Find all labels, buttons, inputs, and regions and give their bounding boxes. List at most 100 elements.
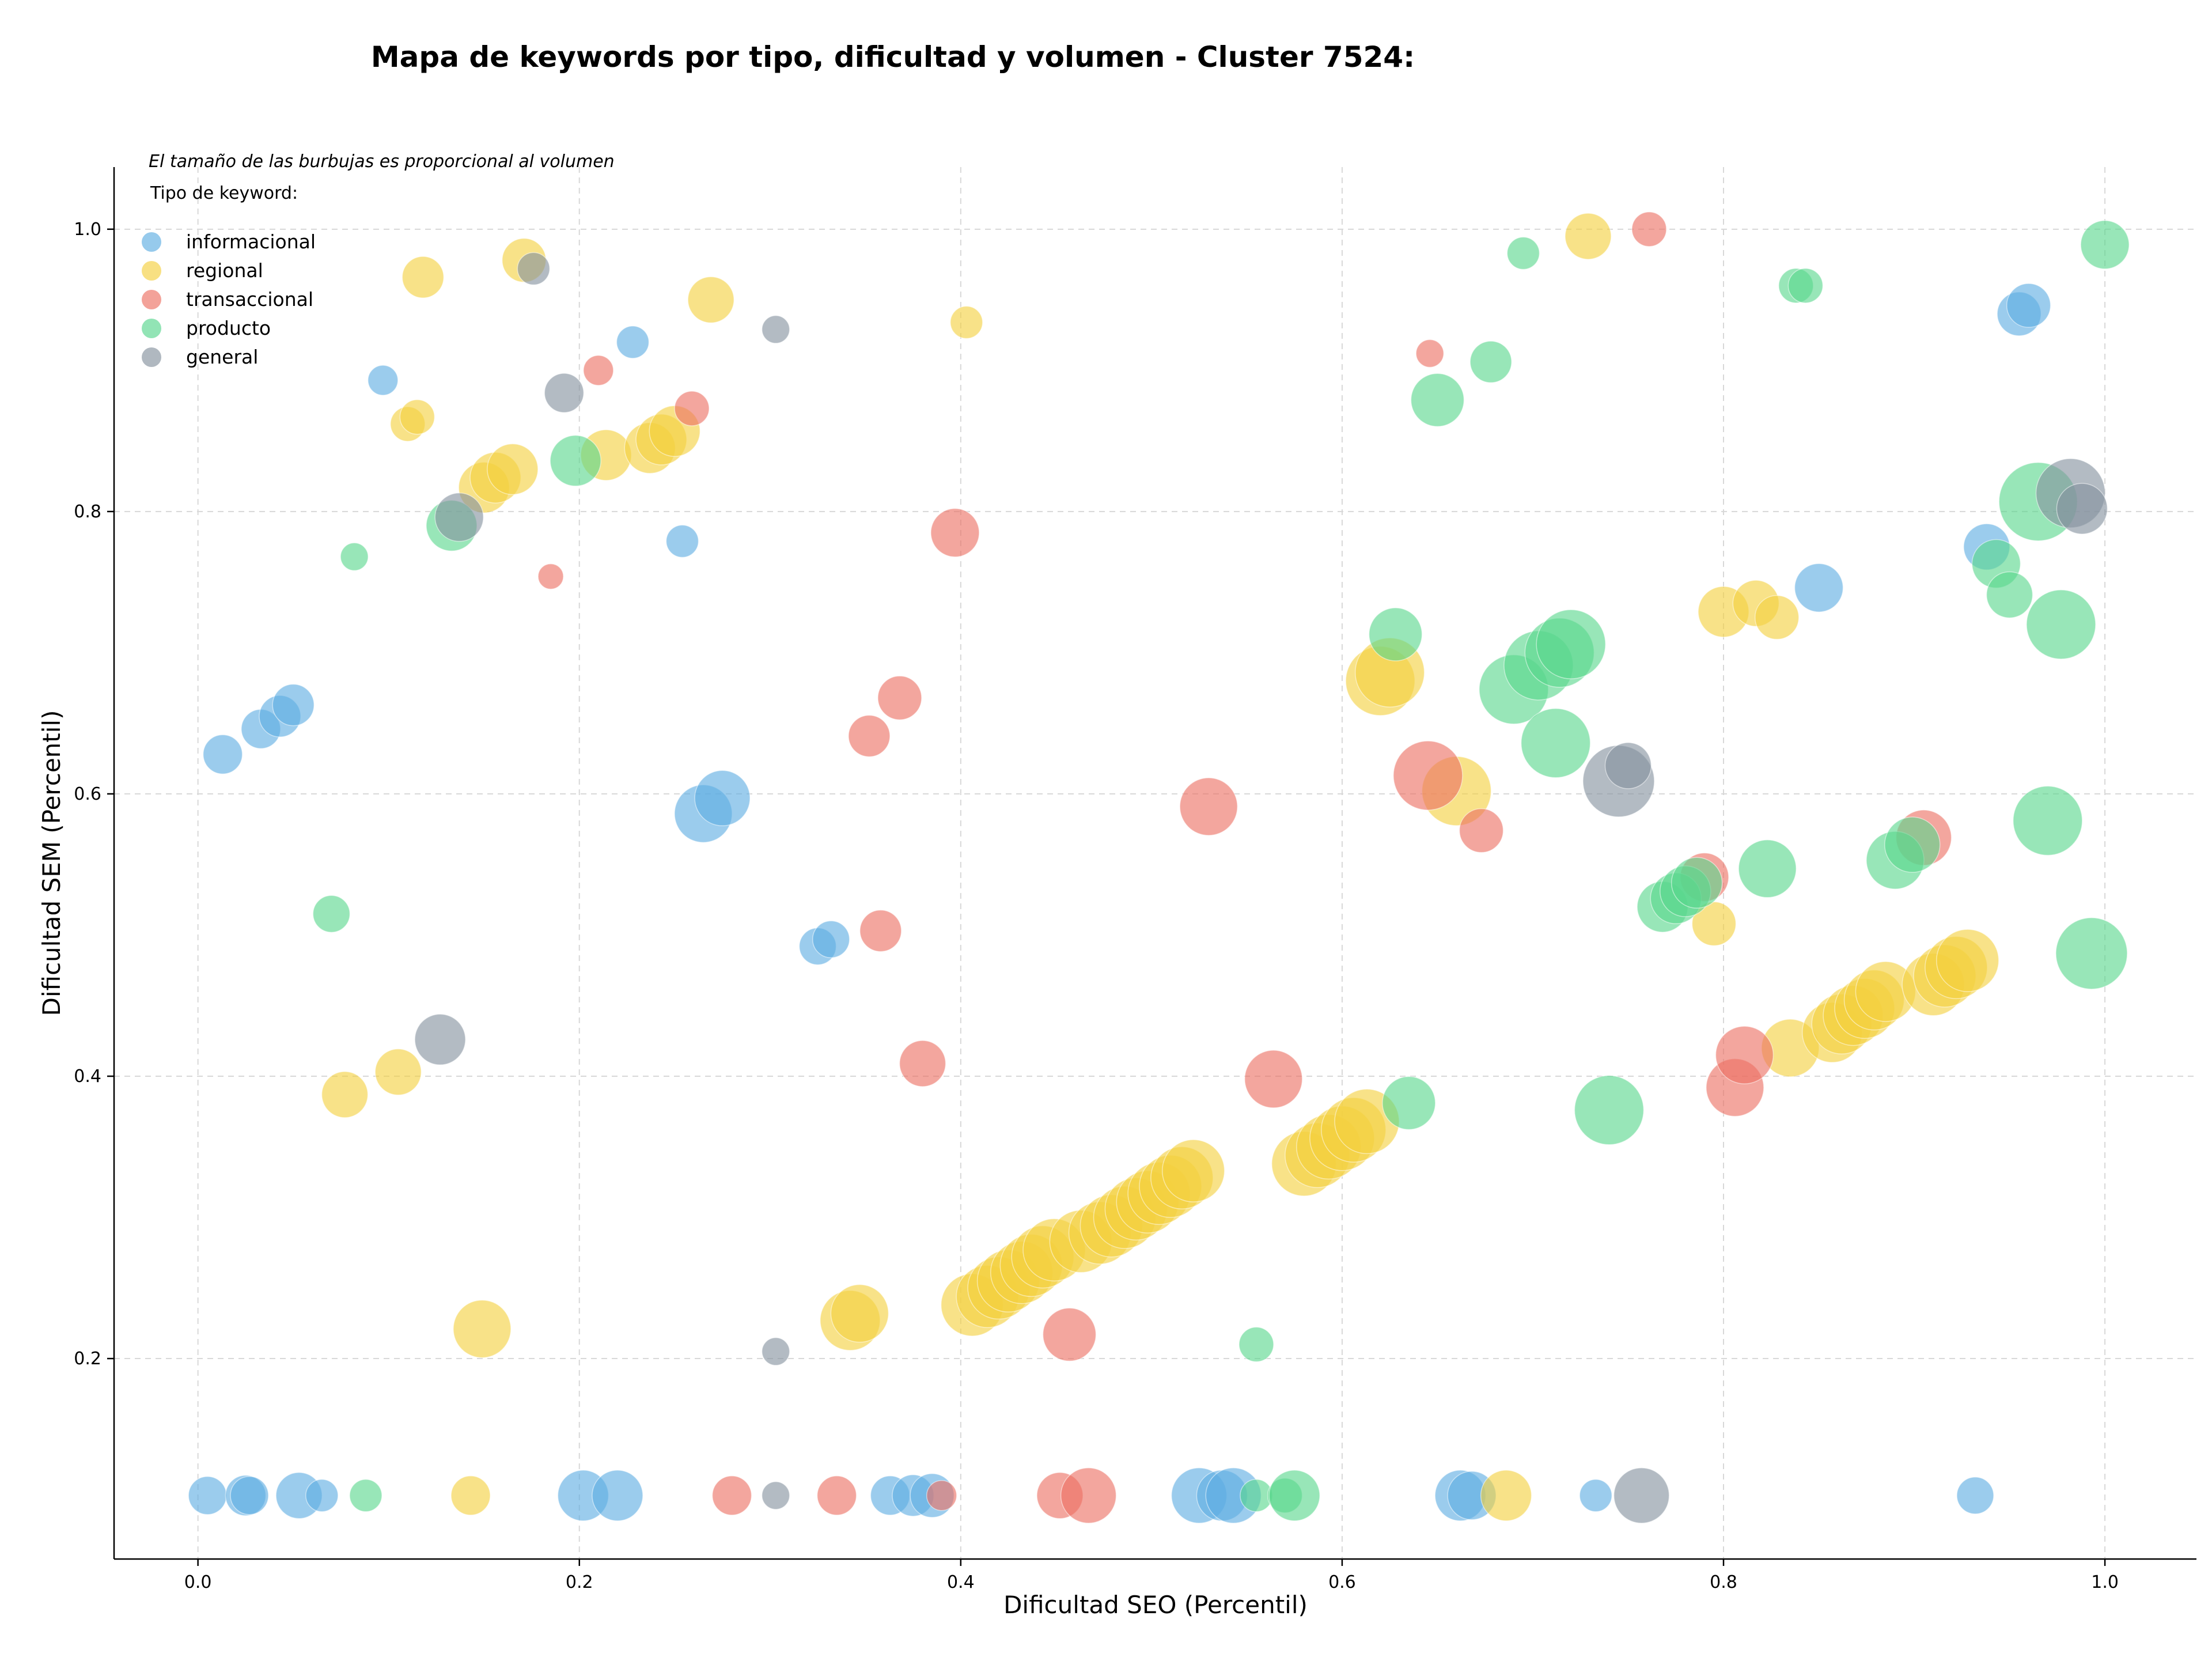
bubble-transaccional — [859, 909, 902, 952]
bubble-transaccional — [1415, 339, 1444, 368]
bubble-regional — [402, 256, 445, 298]
bubble-regional — [1936, 929, 1999, 992]
y-axis-label: Dificultad SEM (Percentil) — [37, 710, 66, 1016]
bubble-transaccional — [926, 1480, 957, 1511]
bubble-regional — [1480, 1469, 1532, 1522]
legend-label-transaccional: transaccional — [186, 288, 313, 311]
bubble-transaccional — [1060, 1467, 1117, 1524]
bubble-producto — [1574, 1075, 1645, 1145]
bubble-general — [761, 1337, 790, 1366]
bubble-transaccional — [1459, 808, 1504, 853]
legend-marker-transaccional — [142, 290, 161, 309]
bubble-producto — [340, 542, 369, 572]
y-tick-label: 0.2 — [74, 1349, 101, 1369]
bubble-informacional — [665, 524, 699, 558]
legend-label-producto: producto — [186, 317, 271, 339]
bubble-regional — [321, 1071, 369, 1118]
bubble-producto — [2080, 220, 2130, 270]
bubble-producto — [312, 895, 351, 933]
bubble-informacional — [616, 326, 650, 359]
bubble-informacional — [188, 1475, 227, 1515]
bubble-informacional — [2006, 283, 2051, 328]
bubble-transaccional — [583, 355, 614, 386]
bubble-informacional — [1794, 563, 1844, 612]
bubble-general — [517, 252, 551, 286]
bubble-producto — [1238, 1326, 1274, 1363]
bubble-regional — [453, 1299, 512, 1359]
x-tick-label: 0.2 — [566, 1572, 593, 1592]
bubble-producto — [2026, 589, 2096, 660]
bubble-producto — [1410, 373, 1465, 427]
legend: El tamaño de las burbujas es proporciona… — [142, 152, 615, 368]
legend-label-general: general — [186, 346, 258, 368]
x-tick-label: 0.0 — [184, 1572, 212, 1592]
x-tick-label: 0.8 — [1710, 1572, 1737, 1592]
bubble-informacional — [202, 734, 243, 775]
legend-title: Tipo de keyword: — [150, 183, 298, 203]
legend-note: El tamaño de las burbujas es proporciona… — [149, 152, 615, 172]
bubble-producto — [1268, 1469, 1320, 1522]
bubble-producto — [550, 434, 601, 487]
bubble-producto — [1884, 816, 1941, 873]
bubble-transaccional — [1715, 1026, 1774, 1084]
ticks: 0.0 0.2 0.4 0.6 0.8 1.0 0.2 0.4 0.6 0.8 1.0 — [74, 220, 2119, 1592]
legend-items: informacional regional transaccional produc… — [142, 230, 316, 368]
bubble-producto — [1738, 839, 1797, 898]
bubble-general — [761, 315, 790, 344]
bubble-general — [1604, 742, 1652, 789]
bubble-regional — [950, 305, 983, 339]
bubble-regional — [1161, 1139, 1225, 1202]
bubble-transaccional — [877, 675, 922, 721]
bubble-regional — [487, 443, 539, 495]
bubble-general — [1613, 1467, 1670, 1524]
bubble-informacional — [305, 1478, 339, 1512]
bubble-regional — [399, 399, 435, 435]
bubble-producto — [1469, 340, 1512, 383]
bubble-general — [544, 373, 585, 413]
legend-label-informacional: informacional — [186, 230, 316, 253]
bubble-transaccional — [674, 391, 710, 426]
bubble-producto — [2055, 917, 2128, 990]
bubble-general — [761, 1481, 790, 1510]
y-tick-label: 0.4 — [74, 1066, 101, 1087]
bubble-general — [414, 1013, 466, 1066]
x-tick-label: 0.6 — [1328, 1572, 1356, 1592]
bubble-transaccional — [930, 508, 980, 558]
bubble-transaccional — [848, 714, 891, 758]
legend-marker-informacional — [142, 232, 161, 252]
bubble-informacional — [694, 770, 751, 827]
bubble-transaccional — [1393, 740, 1463, 811]
bubble-informacional — [592, 1469, 643, 1522]
y-tick-label: 0.8 — [74, 502, 101, 522]
bubble-regional — [1565, 213, 1612, 260]
bubble-transaccional — [1631, 211, 1667, 247]
bubble-informacional — [1956, 1476, 1994, 1515]
bubble-informacional — [272, 683, 315, 727]
bubble-transaccional — [1042, 1307, 1097, 1362]
legend-marker-general — [142, 347, 161, 367]
bubble-producto — [1787, 268, 1824, 304]
bubble-producto — [349, 1478, 382, 1512]
x-tick-label: 0.4 — [947, 1572, 975, 1592]
x-tick-label: 1.0 — [2091, 1572, 2119, 1592]
bubble-regional — [687, 276, 734, 324]
legend-label-regional: regional — [186, 259, 263, 282]
bubble-informacional — [368, 365, 399, 396]
bubble-informacional — [230, 1475, 269, 1515]
bubble-producto — [1382, 1076, 1436, 1130]
bubble-producto — [1536, 609, 1606, 679]
bubble-general — [2056, 483, 2108, 535]
legend-marker-regional — [142, 261, 161, 281]
axes — [113, 167, 2196, 1560]
bubble-transaccional — [816, 1475, 857, 1516]
bubble-informacional — [1579, 1478, 1612, 1512]
bubble-transaccional — [1179, 777, 1238, 836]
bubble-regional — [450, 1475, 491, 1516]
bubble-informacional — [812, 920, 850, 959]
bubble-producto — [1671, 857, 1723, 909]
bubble-producto — [1368, 607, 1423, 661]
bubble-producto — [1986, 571, 2033, 619]
chart-title: Mapa de keywords por tipo, dificultad y … — [371, 40, 1415, 74]
bubble-regional — [374, 1048, 422, 1096]
